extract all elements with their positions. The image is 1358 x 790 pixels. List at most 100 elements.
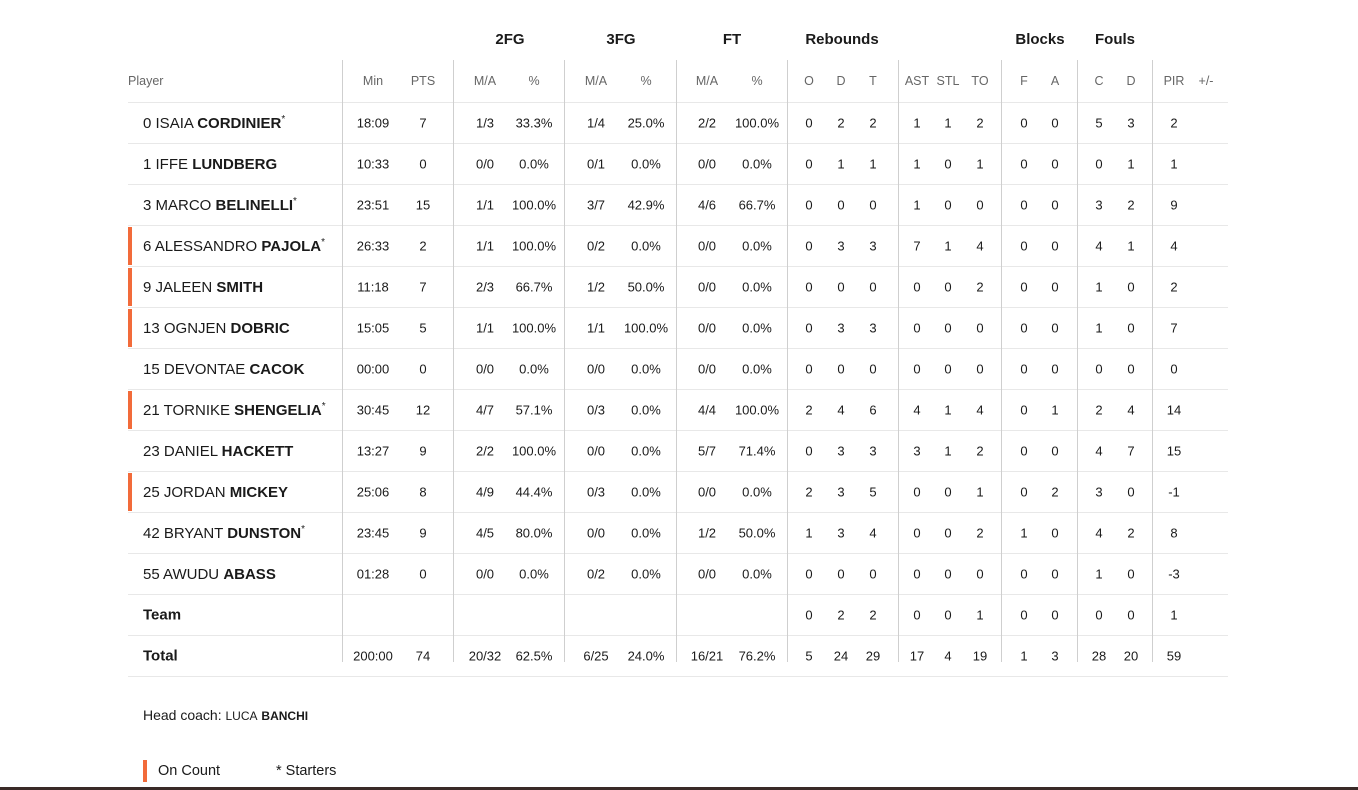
stat-fg3-pct: 25.0% [627, 115, 665, 131]
stat-ft-ma: 0/0 [697, 361, 717, 377]
stat-fd: 0 [1127, 320, 1135, 336]
stat-t: 3 [869, 320, 877, 336]
team-foul-d: 0 [1127, 607, 1135, 623]
stat-stl: 0 [944, 361, 952, 377]
stat-stl: 0 [944, 525, 952, 541]
stat-min: 26:33 [356, 238, 390, 254]
stat-pir: -3 [1168, 566, 1180, 582]
stat-to: 0 [976, 197, 984, 213]
player-number: 25 [143, 484, 160, 501]
player-row[interactable]: 1 IFFE LUNDBERG 10:33 0 0/0 0.0% 0/1 0.0% 0/0 0.… [128, 144, 1228, 185]
player-row[interactable]: 21 TORNIKE SHENGELIA* 30:45 12 4/7 57.1% 0/3 0… [128, 390, 1228, 431]
head-coach-first-name: LUCA [225, 709, 258, 723]
player-row[interactable]: 13 OGNJEN DOBRIC 15:05 5 1/1 100.0% 1/1 100.0%… [128, 308, 1228, 349]
stat-o: 2 [805, 484, 813, 500]
stat-bf: 0 [1020, 197, 1028, 213]
total-stl: 4 [944, 648, 952, 664]
stat-fg3-pct: 50.0% [627, 279, 665, 295]
player-last-name: MICKEY [229, 484, 289, 501]
player-name[interactable]: 25 JORDAN MICKEY [143, 483, 288, 501]
player-row[interactable]: 6 ALESSANDRO PAJOLA* 26:33 2 1/1 100.0% 0/2 0.… [128, 226, 1228, 267]
player-name[interactable]: 23 DANIEL HACKETT [143, 442, 293, 460]
team-label: Team [143, 606, 182, 624]
player-number: 13 [143, 320, 160, 337]
column-divider [1001, 60, 1002, 662]
starter-marker: * [301, 524, 306, 535]
stat-stl: 1 [944, 402, 952, 418]
stat-to: 1 [976, 156, 984, 172]
header-ast: AST [904, 74, 930, 88]
column-divider [1152, 60, 1153, 662]
header-ft-pct: % [751, 74, 763, 88]
total-block-a: 3 [1051, 648, 1059, 664]
stat-min: 00:00 [356, 361, 390, 377]
stat-fg2-ma: 1/1 [475, 197, 495, 213]
stat-pts: 5 [419, 320, 427, 336]
player-number: 23 [143, 443, 160, 460]
player-last-name: CORDINIER [197, 115, 282, 132]
stat-fg3-pct: 100.0% [623, 320, 669, 336]
stat-fg2-pct: 57.1% [515, 402, 553, 418]
player-name[interactable]: 13 OGNJEN DOBRIC [143, 319, 290, 337]
player-number: 42 [143, 525, 160, 542]
player-row[interactable]: 42 BRYANT DUNSTON* 23:45 9 4/5 80.0% 0/0 0.0% 1… [128, 513, 1228, 554]
stat-o: 0 [805, 238, 813, 254]
player-row[interactable]: 55 AWUDU ABASS 01:28 0 0/0 0.0% 0/2 0.0% 0/0 0.0… [128, 554, 1228, 595]
player-name[interactable]: 3 MARCO BELINELLI* [143, 196, 297, 214]
stat-fd: 0 [1127, 566, 1135, 582]
team-to: 1 [976, 607, 984, 623]
total-3fg-ma: 6/25 [583, 648, 609, 664]
player-name[interactable]: 6 ALESSANDRO PAJOLA* [143, 237, 325, 255]
stat-ast: 0 [913, 361, 921, 377]
team-d: 2 [837, 607, 845, 623]
player-name[interactable]: 0 ISAIA CORDINIER* [143, 114, 285, 132]
stat-min: 25:06 [356, 484, 390, 500]
player-name[interactable]: 15 DEVONTAE CACOK [143, 360, 304, 378]
player-number: 1 [143, 156, 152, 173]
team-block-f: 0 [1020, 607, 1028, 623]
stat-stl: 1 [944, 238, 952, 254]
player-name[interactable]: 9 JALEEN SMITH [143, 278, 263, 296]
player-last-name: HACKETT [221, 443, 294, 460]
player-number: 0 [143, 115, 152, 132]
stat-o: 0 [805, 156, 813, 172]
total-pir: 59 [1166, 648, 1182, 664]
team-pir: 1 [1170, 607, 1178, 623]
player-name[interactable]: 55 AWUDU ABASS [143, 565, 276, 583]
stat-ft-ma: 0/0 [697, 320, 717, 336]
stat-ast: 0 [913, 566, 921, 582]
group-3fg: 3FG [606, 31, 636, 48]
header-block-f: F [1020, 74, 1028, 88]
player-first-name: ALESSANDRO [154, 238, 258, 255]
stat-pts: 7 [419, 115, 427, 131]
stat-o: 0 [805, 566, 813, 582]
player-row[interactable]: 9 JALEEN SMITH 11:18 7 2/3 66.7% 1/2 50.0% 0/0 0… [128, 267, 1228, 308]
player-name[interactable]: 21 TORNIKE SHENGELIA* [143, 401, 326, 419]
stat-min: 13:27 [356, 443, 390, 459]
player-first-name: AWUDU [163, 566, 220, 583]
player-first-name: JORDAN [163, 484, 226, 501]
player-row[interactable]: 0 ISAIA CORDINIER* 18:09 7 1/3 33.3% 1/4 25.0%… [128, 103, 1228, 144]
starter-marker: * [293, 196, 297, 207]
stat-fg2-ma: 2/3 [475, 279, 495, 295]
player-row[interactable]: 23 DANIEL HACKETT 13:27 9 2/2 100.0% 0/0 0.0% 5… [128, 431, 1228, 472]
stat-to: 2 [976, 525, 984, 541]
player-row[interactable]: 25 JORDAN MICKEY 25:06 8 4/9 44.4% 0/3 0.0% 0/0… [128, 472, 1228, 513]
stat-t: 0 [869, 279, 877, 295]
header-block-a: A [1050, 74, 1060, 88]
stat-fg3-pct: 0.0% [631, 402, 661, 418]
player-name[interactable]: 42 BRYANT DUNSTON* [143, 524, 305, 542]
stat-pir: 7 [1170, 320, 1178, 336]
stat-ft-pct: 66.7% [738, 197, 776, 213]
header-foul-c: C [1094, 74, 1104, 88]
header-3fg-pct: % [640, 74, 652, 88]
stat-ft-pct: 0.0% [742, 238, 772, 254]
stat-pts: 7 [419, 279, 427, 295]
total-min: 200:00 [353, 648, 393, 664]
stat-fg2-pct: 80.0% [515, 525, 553, 541]
player-row[interactable]: 15 DEVONTAE CACOK 00:00 0 0/0 0.0% 0/0 0.0% 0/0… [128, 349, 1228, 390]
stat-min: 11:18 [357, 279, 389, 295]
player-row[interactable]: 3 MARCO BELINELLI* 23:51 15 1/1 100.0% 3/7 42.… [128, 185, 1228, 226]
player-name[interactable]: 1 IFFE LUNDBERG [143, 155, 277, 173]
stat-ft-ma: 4/6 [697, 197, 717, 213]
